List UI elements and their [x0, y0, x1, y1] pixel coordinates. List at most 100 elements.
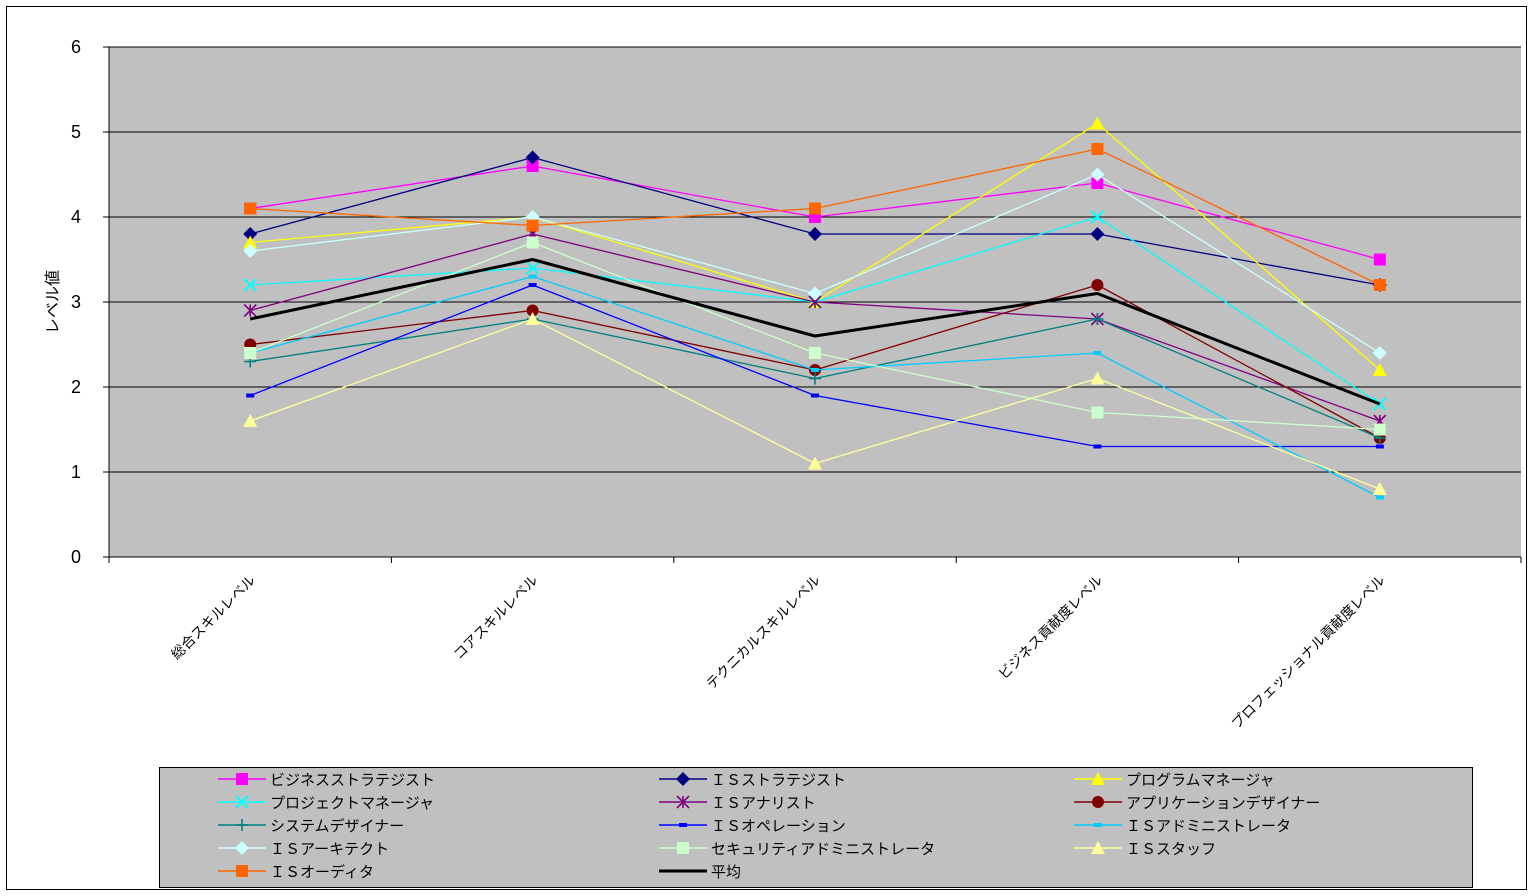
legend-key	[218, 841, 266, 855]
legend-item: ＩＳスタッフ	[1072, 838, 1216, 858]
legend-key-marker	[236, 865, 248, 877]
data-point	[1091, 177, 1104, 189]
legend-key-marker	[676, 772, 690, 786]
legend-key-marker	[236, 819, 248, 831]
legend-label: ＩＳアナリスト	[711, 793, 816, 812]
data-point	[1091, 313, 1104, 325]
legend-label: ＩＳオペレーション	[711, 816, 846, 835]
legend-item: システムデザイナー	[216, 815, 404, 835]
legend-key-marker	[235, 795, 249, 809]
x-tick-label: ビジネス貢献度レベル	[996, 573, 1106, 683]
y-tick-label: 0	[71, 547, 81, 567]
x-tick-labels: 総合スキルレベル コアスキルレベル テクニカルスキルレベル ビジネス貢献度レベル プロフ…	[169, 573, 1389, 733]
data-point	[1091, 406, 1104, 419]
data-point	[528, 283, 537, 287]
data-point	[525, 312, 540, 325]
data-point	[1372, 363, 1387, 376]
legend-label: ＩＳオーディタ	[270, 862, 374, 881]
legend-label: セキュリティアドミニストレータ	[711, 839, 936, 858]
legend-key	[218, 795, 266, 809]
legend-key	[1074, 796, 1122, 808]
legend-label: プロジェクトマネージャ	[270, 793, 434, 812]
legend-item: プログラムマネージャ	[1072, 769, 1275, 789]
legend-label: システムデザイナー	[270, 816, 405, 835]
x-tick-label: テクニカルスキルレベル	[704, 573, 824, 693]
x-tick-label: プロフェッショナル貢献度レベル	[1229, 573, 1389, 733]
data-point	[243, 303, 257, 318]
legend-item: セキュリティアドミニストレータ	[657, 838, 935, 858]
series-9	[243, 167, 1387, 360]
legend-label: プログラムマネージャ	[1126, 770, 1275, 789]
legend-key	[659, 842, 707, 854]
data-point	[1375, 495, 1384, 500]
data-point	[1093, 444, 1102, 449]
legend-item: ＩＳオーディタ	[216, 861, 374, 881]
line-chart: 0 1 2 3 4 5 6 総合スキルレベル コアスキルレベル テクニカルスキルレベル ビジネス貢…	[43, 37, 1522, 733]
data-point	[1090, 116, 1105, 130]
legend-key-marker	[679, 823, 687, 827]
series-6	[244, 313, 1386, 444]
data-point	[525, 261, 540, 275]
legend-key-marker	[235, 841, 249, 855]
legend-item: 平均	[657, 861, 741, 881]
y-tick-label: 1	[71, 462, 81, 482]
data-point	[243, 414, 258, 427]
legend-item: ビジネスストラテジスト	[216, 769, 435, 789]
data-point	[1093, 351, 1102, 355]
legend-key	[1074, 841, 1122, 854]
series-7	[246, 283, 1384, 449]
data-point	[528, 274, 537, 279]
data-point	[244, 347, 257, 359]
data-point	[1372, 482, 1387, 495]
legend-item: ＩＳアーキテクト	[216, 838, 389, 858]
data-point	[1090, 167, 1105, 182]
legend-key	[659, 869, 707, 873]
data-point	[526, 236, 539, 249]
series-13	[249, 258, 1381, 406]
data-point	[244, 202, 257, 215]
data-point	[526, 219, 539, 232]
data-point	[811, 368, 819, 372]
legend-item: プロジェクトマネージャ	[216, 792, 434, 812]
legend-key-marker	[236, 773, 248, 785]
chart-frame	[6, 6, 1527, 890]
legend-key	[218, 819, 266, 831]
legend-label: ＩＳアドミニストレータ	[1126, 816, 1292, 835]
data-point	[1090, 210, 1105, 224]
data-point	[243, 244, 258, 258]
legend-label: 平均	[711, 862, 742, 881]
x-tick-label: 総合スキルレベル	[169, 573, 260, 664]
y-tick-label: 5	[71, 122, 81, 142]
series-1	[243, 150, 1387, 292]
legend-label: ＩＳストラテジスト	[711, 770, 847, 789]
y-tick-labels: 0 1 2 3 4 5 6	[71, 37, 81, 567]
legend-item: ＩＳオペレーション	[657, 815, 846, 835]
legend-key	[1074, 772, 1122, 785]
y-axis-label: レベル値	[43, 270, 62, 334]
series-12	[244, 143, 1386, 291]
data-point	[526, 304, 539, 317]
data-point	[811, 393, 819, 398]
data-point	[1091, 279, 1104, 291]
data-point	[243, 227, 258, 241]
data-point	[526, 160, 539, 172]
legend-key-marker	[1092, 796, 1104, 808]
legend-key	[1074, 823, 1122, 827]
legend-key-marker	[677, 842, 689, 854]
data-point	[809, 372, 821, 385]
data-point	[808, 456, 822, 470]
legend-item: ＩＳストラテジスト	[657, 769, 846, 789]
data-point	[808, 227, 822, 241]
legend-key-marker	[1091, 772, 1105, 785]
data-point	[1090, 227, 1105, 241]
series-11	[243, 312, 1387, 495]
data-point	[1373, 253, 1386, 266]
legend-key-marker	[676, 795, 690, 809]
data-point	[1373, 279, 1386, 291]
legend-key	[218, 773, 266, 785]
series-line	[249, 258, 1381, 406]
legend-label: アプリケーションデザイナー	[1126, 793, 1321, 812]
legend-item: ＩＳアドミニストレータ	[1072, 815, 1291, 835]
x-tick-label: コアスキルレベル	[451, 573, 542, 664]
data-point	[243, 235, 258, 249]
